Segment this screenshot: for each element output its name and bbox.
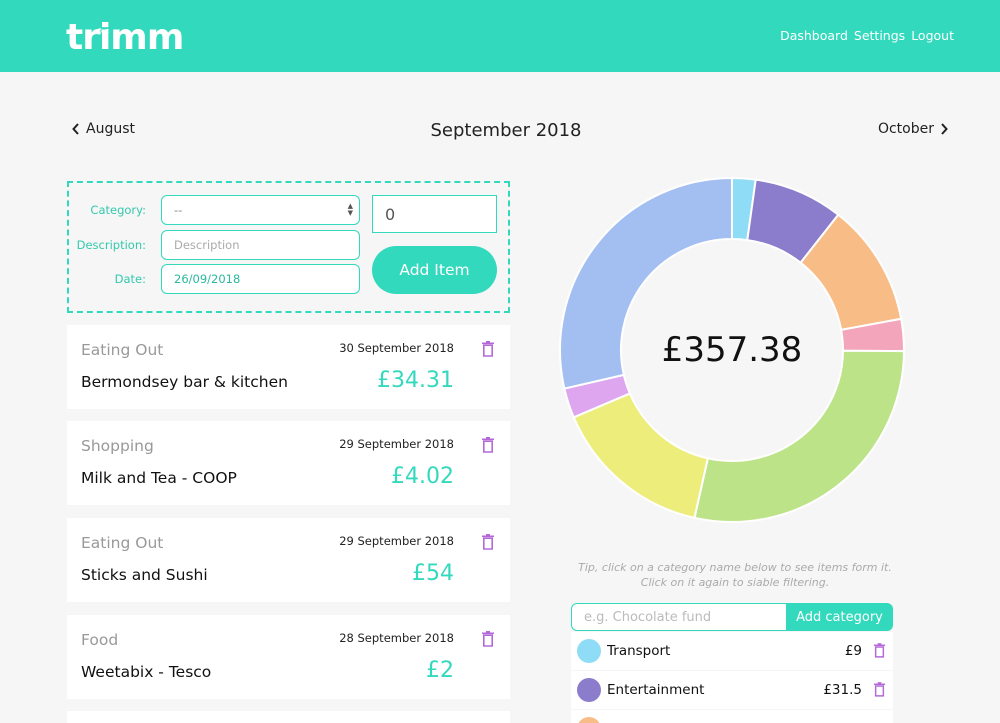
spending-donut-chart: £357.38: [558, 176, 906, 524]
expense-description: Milk and Tea - COOP: [81, 469, 237, 487]
tip-line-1: Tip, click on a category name below to s…: [578, 561, 892, 574]
expense-category: Eating Out: [81, 341, 164, 359]
expense-card[interactable]: Food 28 September 2018 Weetabix - Tesco …: [67, 615, 510, 699]
scissors-icon: ✂: [98, 24, 110, 40]
category-row-partial[interactable]: [571, 710, 893, 723]
chevron-left-icon: [72, 123, 79, 135]
tip-line-2: Click on it again to siable filtering.: [640, 576, 830, 589]
amount-input[interactable]: 0: [372, 195, 497, 233]
category-name-input[interactable]: e.g. Chocolate fund: [571, 603, 787, 631]
amount-value: 0: [385, 204, 396, 224]
select-arrows-icon: ▲ ▼: [347, 202, 353, 217]
expense-date: 29 September 2018: [339, 534, 454, 548]
category-select-value: --: [174, 203, 183, 217]
top-bar: trimm ✂ Dashboard Settings Logout: [0, 0, 1000, 72]
category-name[interactable]: Entertainment: [607, 682, 705, 698]
trash-icon[interactable]: [482, 437, 494, 453]
expense-category: Shopping: [81, 437, 154, 455]
nav-logout-link[interactable]: Logout: [911, 28, 954, 43]
next-month-label: October: [877, 121, 934, 137]
expense-amount: £2: [426, 658, 454, 683]
expense-description: Weetabix - Tesco: [81, 663, 212, 681]
description-placeholder: Description: [174, 238, 240, 252]
chevron-right-icon: [941, 123, 948, 135]
nav-settings-link[interactable]: Settings: [853, 28, 906, 43]
chart-total: £357.38: [661, 330, 803, 370]
category-amount: £9: [844, 643, 862, 659]
category-color-dot: [577, 717, 601, 723]
next-month-link[interactable]: October: [878, 121, 948, 137]
category-color-dot: [577, 678, 601, 702]
logo-text: trimm: [66, 17, 184, 58]
expense-card[interactable]: Eating Out 29 September 2018 Sticks and …: [67, 518, 510, 602]
current-month-title: September 2018: [430, 120, 582, 141]
expense-amount: £54: [412, 561, 454, 586]
prev-month-label: August: [86, 121, 135, 137]
category-name-placeholder: e.g. Chocolate fund: [584, 609, 712, 625]
category-name[interactable]: Transport: [607, 643, 671, 659]
expense-card-partial[interactable]: [67, 711, 510, 723]
add-category-button[interactable]: Add category: [786, 603, 893, 631]
date-input[interactable]: 26/09/2018: [161, 264, 360, 294]
trash-icon[interactable]: [874, 643, 885, 658]
category-row[interactable]: Transport £9: [571, 632, 893, 670]
logo[interactable]: trimm ✂: [66, 16, 184, 60]
add-item-form: Category: -- ▲ ▼ Description: Description…: [67, 181, 510, 313]
prev-month-link[interactable]: August: [72, 121, 135, 137]
expense-description: Sticks and Sushi: [81, 566, 208, 584]
expense-date: 28 September 2018: [339, 631, 454, 645]
donut-slice[interactable]: [693, 349, 906, 523]
trash-icon[interactable]: [482, 341, 494, 357]
donut-svg: [559, 176, 906, 523]
date-value: 26/09/2018: [174, 272, 241, 286]
category-color-dot: [577, 639, 601, 663]
donut-slice[interactable]: [559, 176, 733, 390]
expense-date: 30 September 2018: [339, 341, 454, 355]
expense-description: Bermondsey bar & kitchen: [81, 373, 288, 391]
trash-icon[interactable]: [482, 534, 494, 550]
date-label: Date:: [114, 272, 146, 286]
category-row[interactable]: Entertainment £31.5: [571, 671, 893, 709]
trash-icon[interactable]: [482, 631, 494, 647]
category-label: Category:: [90, 203, 146, 217]
add-item-button[interactable]: Add Item: [372, 246, 497, 294]
category-select[interactable]: -- ▲ ▼: [161, 195, 360, 225]
expense-card[interactable]: Shopping 29 September 2018 Milk and Tea …: [67, 421, 510, 505]
expense-category: Food: [81, 631, 119, 649]
expense-card[interactable]: Eating Out 30 September 2018 Bermondsey …: [67, 325, 510, 409]
description-input[interactable]: Description: [161, 230, 360, 260]
expense-amount: £4.02: [391, 464, 454, 489]
expense-date: 29 September 2018: [339, 437, 454, 451]
category-amount: £31.5: [823, 682, 862, 698]
trash-icon[interactable]: [874, 682, 885, 697]
top-nav: Dashboard Settings Logout: [780, 28, 954, 43]
expense-amount: £34.31: [377, 368, 454, 393]
expense-category: Eating Out: [81, 534, 164, 552]
nav-dashboard-link[interactable]: Dashboard: [780, 28, 848, 43]
description-label: Description:: [76, 238, 146, 252]
